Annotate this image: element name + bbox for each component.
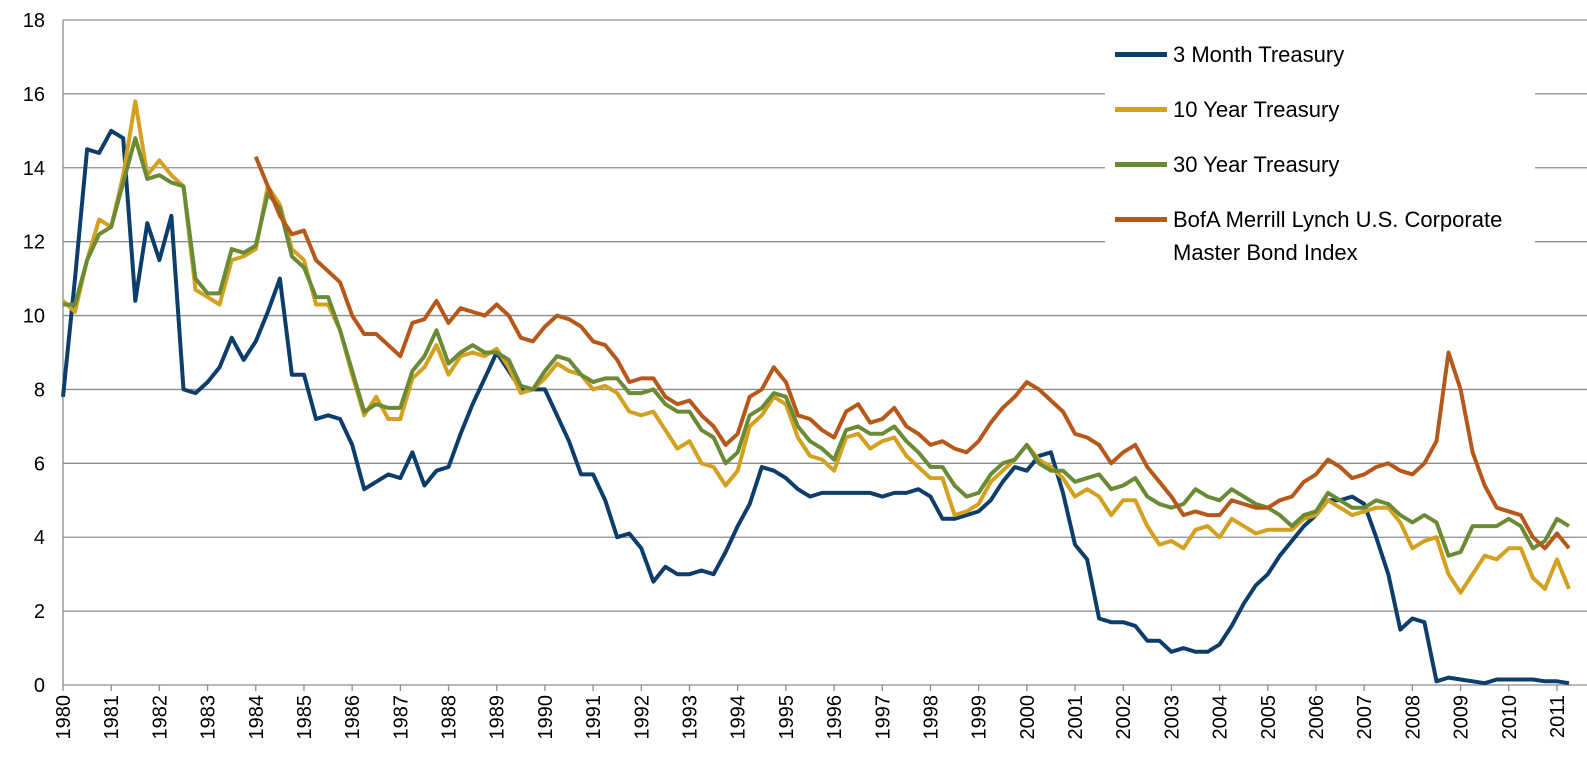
y-tick-label: 12 — [23, 232, 45, 254]
x-tick-label: 2001 — [1065, 695, 1087, 740]
x-tick-label: 1982 — [149, 695, 171, 740]
x-tick-label: 1996 — [824, 695, 846, 740]
x-tick-label: 1992 — [631, 695, 653, 740]
x-tick-label: 2007 — [1354, 695, 1376, 740]
x-tick-label: 2000 — [1017, 695, 1039, 740]
legend-swatch — [1115, 217, 1167, 222]
y-tick-label: 8 — [34, 379, 45, 401]
x-tick-label: 1994 — [728, 695, 750, 740]
x-tick-label: 1983 — [198, 695, 220, 740]
legend-item: 10 Year Treasury — [1105, 93, 1535, 126]
legend-label: BofA Merrill Lynch U.S. Corporate Master… — [1173, 207, 1503, 265]
x-tick-label: 2010 — [1499, 695, 1521, 740]
x-tick-label: 1995 — [776, 695, 798, 740]
y-tick-label: 6 — [34, 453, 45, 475]
x-tick-label: 1993 — [679, 695, 701, 740]
x-tick-label: 1990 — [535, 695, 557, 740]
series-line — [63, 136, 1571, 558]
y-tick-label: 10 — [23, 306, 45, 328]
legend-label: 30 Year Treasury — [1173, 152, 1340, 177]
x-tick-label: 1999 — [969, 695, 991, 740]
x-tick-label: 1998 — [920, 695, 942, 740]
x-tick-label: 2011 — [1547, 695, 1569, 738]
y-tick-label: 14 — [23, 158, 45, 180]
series-line — [253, 155, 1571, 551]
legend-item: BofA Merrill Lynch U.S. Corporate Master… — [1105, 203, 1535, 269]
legend: 3 Month Treasury 10 Year Treasury 30 Year … — [1105, 32, 1535, 275]
y-tick-label: 18 — [23, 10, 45, 32]
y-tick-label: 4 — [34, 527, 45, 549]
x-tick-label: 1980 — [53, 695, 75, 740]
x-tick-label: 1984 — [246, 695, 268, 740]
y-tick-label: 2 — [34, 601, 45, 623]
x-tick-label: 1989 — [487, 695, 509, 740]
x-tick-label: 2003 — [1161, 695, 1183, 740]
y-tick-label: 0 — [34, 675, 45, 697]
x-tick-label: 1986 — [342, 695, 364, 740]
x-tick-label: 2008 — [1402, 695, 1424, 740]
x-tick-label: 2006 — [1306, 695, 1328, 740]
legend-swatch — [1115, 107, 1167, 112]
x-tick-label: 1985 — [294, 695, 316, 740]
x-tick-label: 1981 — [101, 695, 123, 740]
x-tick-label: 2009 — [1451, 695, 1473, 740]
x-tick-label: 1991 — [583, 695, 605, 740]
x-tick-label: 1988 — [439, 695, 461, 740]
legend-swatch — [1115, 162, 1167, 167]
x-tick-label: 1997 — [872, 695, 894, 740]
x-tick-label: 2004 — [1210, 695, 1232, 740]
y-tick-label: 16 — [23, 84, 45, 106]
legend-swatch — [1115, 52, 1167, 57]
x-tick-label: 2002 — [1113, 695, 1135, 740]
legend-item: 30 Year Treasury — [1105, 148, 1535, 181]
legend-label: 3 Month Treasury — [1173, 42, 1345, 67]
legend-label: 10 Year Treasury — [1173, 97, 1340, 122]
x-tick-label: 2005 — [1258, 695, 1280, 740]
x-tick-label: 1987 — [390, 695, 412, 740]
legend-item: 3 Month Treasury — [1105, 38, 1535, 71]
